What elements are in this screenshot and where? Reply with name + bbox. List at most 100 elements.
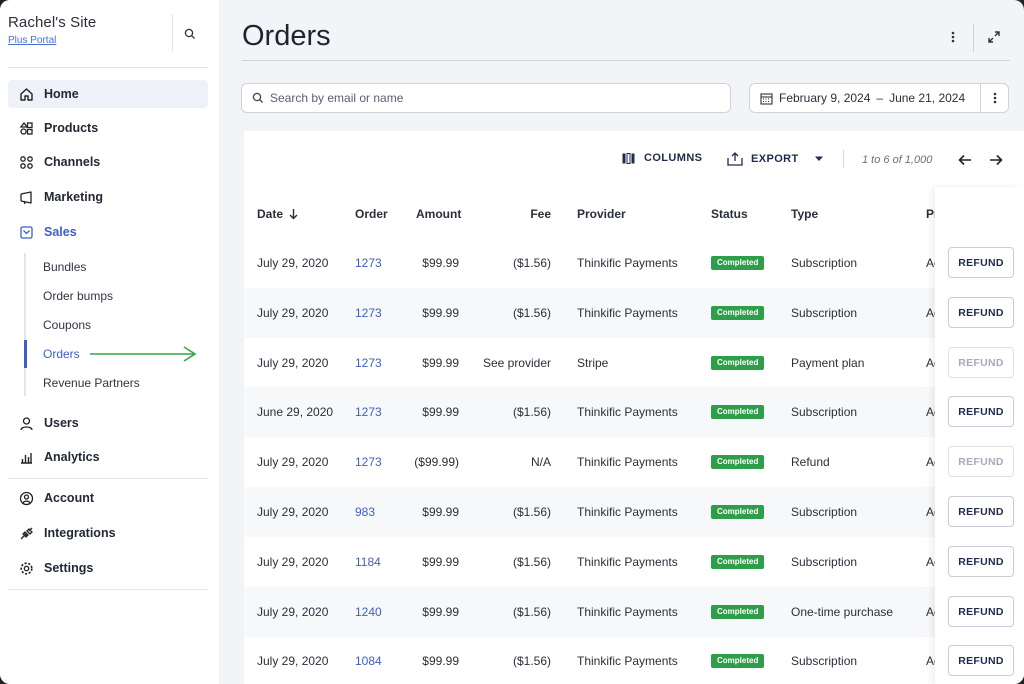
refund-button[interactable]: REFUND [948, 645, 1014, 676]
order-link[interactable]: 1084 [355, 654, 382, 668]
refund-button[interactable]: REFUND [948, 446, 1014, 477]
cell-amount: ($99.99) [414, 455, 459, 469]
col-header-type[interactable]: Type [791, 207, 819, 221]
nav-home[interactable]: Home [8, 80, 208, 108]
divider [973, 24, 974, 52]
status-badge: Completed [711, 256, 765, 270]
cell-fee: See provider [482, 356, 551, 370]
nav-sub-revenue-partners[interactable]: Revenue Partners [43, 376, 140, 390]
cell-type: Subscription [791, 405, 858, 419]
nav-label: Channels [44, 155, 101, 169]
date-range-picker[interactable]: February 9, 2024 – June 21, 2024 [749, 83, 981, 113]
col-header-date[interactable]: Date [257, 207, 298, 221]
annotation-arrow-icon [90, 346, 197, 362]
cell-date: July 29, 2020 [257, 505, 329, 519]
export-label: EXPORT [751, 153, 799, 165]
nav-marketing[interactable]: Marketing [8, 183, 208, 211]
date-more-button[interactable] [980, 83, 1009, 113]
refund-button[interactable]: REFUND [948, 347, 1014, 378]
site-header: Rachel's Site Plus Portal [8, 14, 96, 46]
refund-button[interactable]: REFUND [948, 247, 1014, 278]
integrations-icon [18, 525, 34, 541]
refund-button[interactable]: REFUND [948, 546, 1014, 577]
col-header-order[interactable]: Order [355, 207, 388, 221]
expand-icon [988, 31, 1000, 43]
col-header-amount[interactable]: Amount [416, 207, 462, 221]
col-header-status[interactable]: Status [711, 207, 748, 221]
kebab-icon [951, 31, 955, 43]
export-dropdown-button[interactable] [814, 156, 824, 162]
nav-account[interactable]: Account [8, 484, 208, 512]
cell-amount: $99.99 [422, 505, 459, 519]
nav-label: Analytics [44, 450, 100, 464]
col-header-fee[interactable]: Fee [530, 207, 551, 221]
order-link[interactable]: 1273 [355, 256, 382, 270]
status-badge: Completed [711, 505, 765, 519]
export-button[interactable]: EXPORT [727, 152, 799, 166]
products-icon [18, 120, 34, 136]
nav-sub-order-bumps[interactable]: Order bumps [43, 289, 114, 303]
nav-products[interactable]: Products [8, 114, 208, 142]
divider [8, 589, 208, 590]
nav-label: Marketing [44, 190, 104, 204]
cell-date: July 29, 2020 [257, 455, 329, 469]
nav-sales[interactable]: Sales [8, 218, 208, 246]
order-link[interactable]: 1184 [355, 555, 381, 569]
nav-sub-orders[interactable]: Orders [43, 347, 80, 361]
columns-icon [622, 152, 636, 164]
page-more-button[interactable] [944, 27, 962, 47]
submenu-active-indicator [24, 340, 27, 368]
order-link[interactable]: 1240 [355, 605, 382, 619]
cell-fee: ($1.56) [512, 405, 551, 419]
order-link[interactable]: 983 [355, 505, 376, 519]
nav-sub-coupons[interactable]: Coupons [43, 318, 92, 332]
cell-amount: $99.99 [422, 555, 459, 569]
refund-button[interactable]: REFUND [948, 297, 1014, 328]
nav-sub-bundles[interactable]: Bundles [43, 260, 87, 274]
table-row [244, 487, 936, 537]
nav-analytics[interactable]: Analytics [8, 443, 208, 471]
nav-label: Users [44, 416, 79, 430]
cell-fee: ($1.56) [512, 256, 551, 270]
cell-type: Subscription [791, 306, 858, 320]
caret-down-icon [815, 156, 823, 161]
nav-integrations[interactable]: Integrations [8, 519, 208, 547]
nav-users[interactable]: Users [8, 409, 208, 437]
refund-button[interactable]: REFUND [948, 396, 1014, 427]
nav-channels[interactable]: Channels [8, 148, 208, 176]
cell-type: One-time purchase [791, 605, 894, 619]
kebab-icon [993, 92, 996, 104]
table-row [244, 288, 936, 338]
prev-page-button[interactable] [955, 150, 975, 170]
cell-type: Subscription [791, 555, 858, 569]
sidebar-search-button[interactable] [180, 24, 200, 44]
expand-button[interactable] [984, 27, 1004, 47]
plus-portal-link[interactable]: Plus Portal [8, 35, 57, 46]
order-search[interactable] [241, 83, 731, 113]
order-link[interactable]: 1273 [355, 306, 382, 320]
search-input[interactable] [270, 91, 710, 105]
refund-button[interactable]: REFUND [948, 596, 1014, 627]
cell-provider: Thinkific Payments [577, 505, 678, 519]
nav-settings[interactable]: Settings [8, 554, 208, 582]
site-name: Rachel's Site [8, 14, 97, 31]
cell-provider: Thinkific Payments [577, 654, 678, 668]
cell-date: July 29, 2020 [257, 654, 329, 668]
cell-type: Payment plan [791, 356, 865, 370]
submenu-rail [24, 253, 26, 396]
cell-provider: Thinkific Payments [577, 405, 678, 419]
settings-icon [18, 560, 34, 576]
order-link[interactable]: 1273 [355, 356, 382, 370]
columns-button[interactable]: COLUMNS [622, 152, 702, 164]
order-link[interactable]: 1273 [355, 455, 382, 469]
cell-provider: Thinkific Payments [577, 256, 678, 270]
order-link[interactable]: 1273 [355, 405, 382, 419]
col-header-provider[interactable]: Provider [577, 207, 626, 221]
account-icon [18, 490, 34, 506]
table-row [244, 587, 936, 637]
cell-type: Subscription [791, 654, 858, 668]
refund-button[interactable]: REFUND [948, 496, 1014, 527]
cell-type: Refund [791, 455, 830, 469]
divider [8, 67, 208, 68]
next-page-button[interactable] [986, 150, 1006, 170]
